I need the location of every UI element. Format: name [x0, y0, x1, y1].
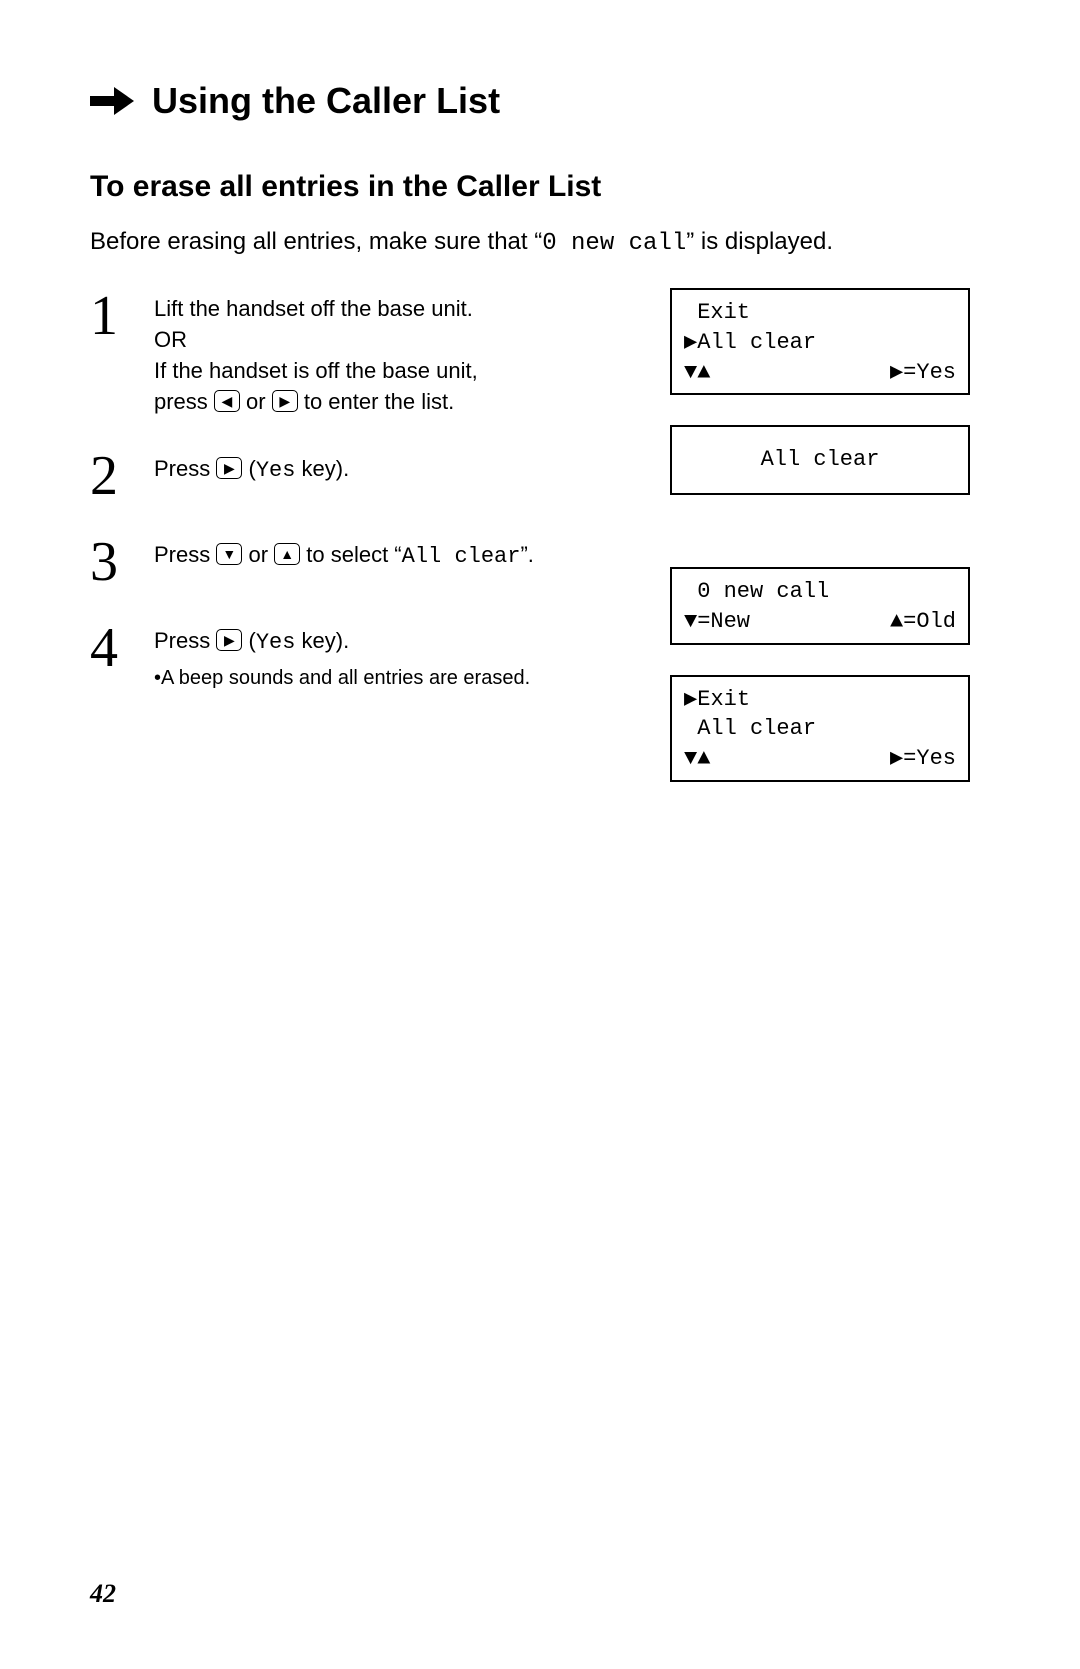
step1-line4b: or	[240, 389, 272, 414]
intro-suffix: ” is displayed.	[686, 228, 833, 255]
step2-c: key).	[295, 456, 349, 481]
lcd-row: ▼▲ ▶=Yes	[684, 744, 956, 774]
step-number: 4	[90, 620, 146, 676]
up-key-icon: ▲	[274, 543, 300, 565]
step-body: Press ▶ (Yes key).	[154, 448, 349, 487]
lcd-text: 0 new call	[684, 577, 829, 607]
step4-a: Press	[154, 628, 216, 653]
step4-code: Yes	[256, 630, 296, 655]
lcd-row: All clear	[684, 714, 956, 744]
lcd-text: ▶All clear	[684, 328, 816, 358]
section-title: Using the Caller List	[152, 80, 500, 122]
section-header: Using the Caller List	[90, 80, 990, 122]
lcd-row: ▼▲ ▶=Yes	[684, 358, 956, 388]
content-row: 1 Lift the handset off the base unit. OR…	[90, 288, 990, 811]
step1-line1: Lift the handset off the base unit.	[154, 296, 473, 321]
step4-c: key).	[295, 628, 349, 653]
lcd-row: ▼=New ▲=Old	[684, 607, 956, 637]
arrow-bullet-icon	[90, 87, 134, 115]
page-number: 42	[90, 1579, 116, 1609]
step-body: Press ▶ (Yes key). •A beep sounds and al…	[154, 620, 530, 693]
lcd-text: All clear	[684, 714, 816, 744]
subsection-title: To erase all entries in the Caller List	[90, 170, 990, 204]
lcd-row: ▶Exit	[684, 685, 956, 715]
lcd-row: 0 new call	[684, 577, 956, 607]
lcd-text: ▶=Yes	[890, 744, 956, 774]
lcd-text: All clear	[761, 445, 880, 475]
left-key-icon: ◀	[214, 390, 240, 412]
screens-column: Exit ▶All clear ▼▲ ▶=Yes All clear 0 new …	[670, 288, 990, 811]
right-key-icon: ▶	[272, 390, 298, 412]
lcd-text: ▼▲	[684, 744, 710, 774]
steps-column: 1 Lift the handset off the base unit. OR…	[90, 288, 670, 722]
step-body: Lift the handset off the base unit. OR I…	[154, 288, 478, 417]
step-2: 2 Press ▶ (Yes key).	[90, 448, 652, 504]
lcd-screen-2: All clear	[670, 425, 970, 495]
step-number: 1	[90, 288, 146, 344]
step-number: 2	[90, 448, 146, 504]
down-key-icon: ▼	[216, 543, 242, 565]
step3-d: ”.	[520, 542, 533, 567]
lcd-screen-3: 0 new call ▼=New ▲=Old	[670, 567, 970, 644]
intro-prefix: Before erasing all entries, make sure th…	[90, 228, 542, 255]
step1-line2: OR	[154, 327, 187, 352]
lcd-text: ▶Exit	[684, 685, 750, 715]
step-4: 4 Press ▶ (Yes key). •A beep sounds and …	[90, 620, 652, 693]
intro-text: Before erasing all entries, make sure th…	[90, 226, 990, 260]
step2-b: (	[242, 456, 255, 481]
step2-a: Press	[154, 456, 216, 481]
step-1: 1 Lift the handset off the base unit. OR…	[90, 288, 652, 417]
step3-b: or	[242, 542, 274, 567]
spacer	[670, 525, 990, 567]
lcd-row: All clear	[684, 445, 956, 475]
step4-b: (	[242, 628, 255, 653]
lcd-row: Exit	[684, 298, 956, 328]
right-key-icon: ▶	[216, 457, 242, 479]
lcd-text: ▶=Yes	[890, 358, 956, 388]
step3-code: All clear	[402, 544, 521, 569]
step4-note: •A beep sounds and all entries are erase…	[154, 664, 530, 692]
intro-code: 0 new call	[542, 230, 686, 257]
lcd-text: ▼▲	[684, 358, 710, 388]
lcd-text: ▼=New	[684, 607, 750, 637]
step1-line4a: press	[154, 389, 214, 414]
step3-c: to select “	[300, 542, 401, 567]
step1-line3: If the handset is off the base unit,	[154, 358, 478, 383]
manual-page: Using the Caller List To erase all entri…	[0, 0, 1080, 1669]
step3-a: Press	[154, 542, 216, 567]
right-key-icon: ▶	[216, 629, 242, 651]
lcd-text: Exit	[684, 298, 750, 328]
step-number: 3	[90, 534, 146, 590]
step-body: Press ▼ or ▲ to select “All clear”.	[154, 534, 534, 573]
step1-line4c: to enter the list.	[298, 389, 455, 414]
step2-code: Yes	[256, 458, 296, 483]
lcd-row: ▶All clear	[684, 328, 956, 358]
step-3: 3 Press ▼ or ▲ to select “All clear”.	[90, 534, 652, 590]
lcd-screen-4: ▶Exit All clear ▼▲ ▶=Yes	[670, 675, 970, 782]
lcd-screen-1: Exit ▶All clear ▼▲ ▶=Yes	[670, 288, 970, 395]
lcd-text: ▲=Old	[890, 607, 956, 637]
